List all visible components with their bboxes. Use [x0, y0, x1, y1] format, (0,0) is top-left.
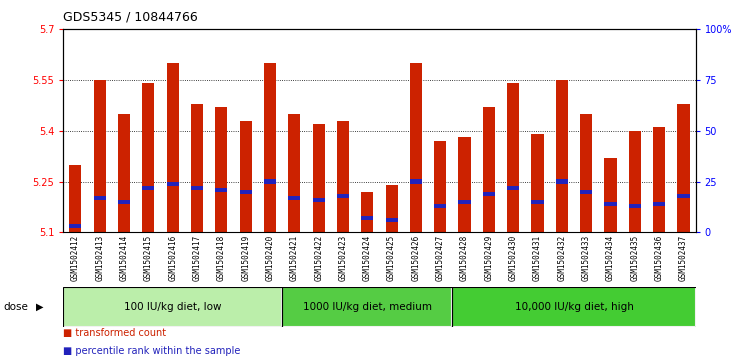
Bar: [385, 185, 398, 232]
Bar: [240, 121, 251, 232]
Text: GSM1502414: GSM1502414: [120, 235, 129, 281]
Text: ■ transformed count: ■ transformed count: [63, 327, 167, 338]
Bar: [653, 127, 665, 232]
Text: GSM1502421: GSM1502421: [290, 235, 299, 281]
Text: GSM1502425: GSM1502425: [387, 235, 396, 281]
Bar: [288, 114, 301, 232]
Bar: [452, 287, 696, 327]
Bar: [94, 196, 106, 200]
Bar: [240, 189, 251, 194]
Bar: [507, 185, 519, 189]
Bar: [312, 124, 324, 232]
Bar: [629, 131, 641, 232]
Text: 100 IU/kg diet, low: 100 IU/kg diet, low: [124, 302, 222, 312]
Bar: [191, 185, 203, 189]
Bar: [118, 200, 130, 204]
Bar: [531, 200, 544, 204]
Bar: [215, 188, 228, 192]
Text: GSM1502417: GSM1502417: [193, 235, 202, 281]
Text: GSM1502424: GSM1502424: [363, 235, 372, 281]
Bar: [604, 202, 617, 206]
Text: GSM1502428: GSM1502428: [460, 235, 469, 281]
Bar: [337, 194, 349, 198]
Bar: [531, 134, 544, 232]
Text: GSM1502437: GSM1502437: [679, 235, 688, 281]
Bar: [312, 198, 324, 202]
Bar: [94, 80, 106, 232]
Text: GSM1502412: GSM1502412: [71, 235, 80, 281]
Bar: [264, 63, 276, 232]
Text: 1000 IU/kg diet, medium: 1000 IU/kg diet, medium: [303, 302, 432, 312]
Bar: [452, 287, 696, 327]
Bar: [556, 80, 568, 232]
Text: GSM1502423: GSM1502423: [339, 235, 347, 281]
Text: dose: dose: [4, 302, 28, 312]
Text: ■ percentile rank within the sample: ■ percentile rank within the sample: [63, 346, 240, 356]
Text: GSM1502430: GSM1502430: [509, 235, 518, 281]
Bar: [337, 121, 349, 232]
Text: GSM1502419: GSM1502419: [241, 235, 250, 281]
Bar: [63, 287, 282, 327]
Bar: [215, 107, 228, 232]
Text: GSM1502436: GSM1502436: [655, 235, 664, 281]
Bar: [629, 204, 641, 208]
Bar: [63, 287, 282, 327]
Bar: [288, 196, 301, 200]
Bar: [142, 83, 155, 232]
Text: GSM1502415: GSM1502415: [144, 235, 153, 281]
Bar: [69, 164, 82, 232]
Bar: [191, 103, 203, 232]
Bar: [142, 185, 155, 189]
Bar: [458, 200, 471, 204]
Bar: [361, 192, 373, 232]
Bar: [434, 204, 446, 208]
Bar: [410, 179, 422, 184]
Bar: [483, 192, 495, 196]
Text: GSM1502420: GSM1502420: [266, 235, 275, 281]
Bar: [458, 138, 471, 232]
Text: GSM1502433: GSM1502433: [582, 235, 591, 281]
Bar: [282, 287, 452, 327]
Bar: [410, 63, 422, 232]
Text: GDS5345 / 10844766: GDS5345 / 10844766: [63, 11, 198, 24]
Bar: [580, 189, 592, 194]
Text: GSM1502435: GSM1502435: [630, 235, 639, 281]
Text: GSM1502422: GSM1502422: [314, 235, 323, 281]
Bar: [167, 63, 179, 232]
Text: GSM1502432: GSM1502432: [557, 235, 566, 281]
Text: GSM1502434: GSM1502434: [606, 235, 615, 281]
Text: GSM1502426: GSM1502426: [411, 235, 420, 281]
Bar: [483, 107, 495, 232]
Text: GSM1502416: GSM1502416: [168, 235, 177, 281]
Bar: [580, 114, 592, 232]
Text: GSM1502429: GSM1502429: [484, 235, 493, 281]
Bar: [653, 202, 665, 206]
Text: 10,000 IU/kg diet, high: 10,000 IU/kg diet, high: [515, 302, 633, 312]
Bar: [167, 182, 179, 185]
Text: GSM1502413: GSM1502413: [95, 235, 104, 281]
Text: GSM1502427: GSM1502427: [436, 235, 445, 281]
Bar: [677, 103, 690, 232]
Bar: [604, 158, 617, 232]
Bar: [434, 141, 446, 232]
Bar: [556, 179, 568, 184]
Text: GSM1502431: GSM1502431: [533, 235, 542, 281]
Bar: [677, 194, 690, 198]
Bar: [361, 216, 373, 220]
Bar: [282, 287, 452, 327]
Bar: [264, 179, 276, 184]
Bar: [507, 83, 519, 232]
Text: GSM1502418: GSM1502418: [217, 235, 226, 281]
Text: ▶: ▶: [36, 302, 43, 312]
Bar: [69, 224, 82, 228]
Bar: [385, 218, 398, 222]
Bar: [118, 114, 130, 232]
